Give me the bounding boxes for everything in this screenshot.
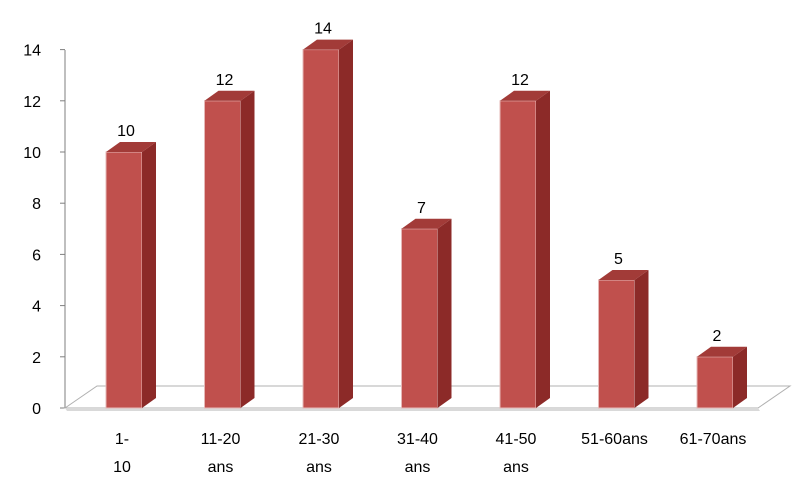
x-tick-label: 41-50	[496, 431, 537, 448]
bar-7	[696, 346, 747, 409]
y-tick-label: 12	[23, 94, 41, 111]
bar-top	[303, 39, 353, 50]
bar-front	[499, 100, 537, 409]
labels-layer: 10 1- 10 12 11-20 ans 14 21-30 ans 7 31-40 ans 12 41-…	[113, 21, 746, 476]
bar-top	[500, 90, 550, 101]
bar-6	[598, 270, 649, 409]
data-label: 12	[216, 72, 234, 89]
bar-side	[339, 39, 353, 408]
data-label: 7	[417, 200, 426, 217]
data-label: 5	[614, 251, 623, 268]
bar-top	[106, 142, 156, 152]
bars-layer	[105, 39, 747, 409]
bar-front	[302, 49, 340, 409]
bar-3	[302, 39, 353, 409]
x-tick-label: 10	[113, 459, 131, 476]
data-label: 2	[713, 328, 722, 345]
x-tick-label: ans	[503, 459, 529, 476]
bar-top	[598, 270, 649, 280]
y-tick-label: 2	[32, 350, 41, 367]
bar-side	[437, 218, 452, 408]
bar-2	[204, 90, 255, 409]
y-tick-label: 6	[32, 247, 41, 264]
bar-front	[598, 279, 635, 409]
bar-side	[634, 270, 649, 408]
bar-side	[536, 90, 550, 409]
axis-layer: 0 2 4 6 8 10 12 14	[23, 43, 66, 418]
bar-side	[240, 90, 255, 409]
x-tick-label: 51-60ans	[581, 431, 648, 448]
bar-4	[401, 218, 452, 409]
bar-front	[105, 151, 143, 409]
x-tick-label: 31-40	[397, 431, 438, 448]
data-label: 14	[314, 21, 332, 38]
bar-front	[204, 100, 241, 409]
bar-front	[401, 228, 438, 409]
y-tick-label: 10	[23, 145, 41, 162]
data-label: 12	[511, 72, 529, 89]
x-tick-label: ans	[306, 459, 332, 476]
floor-edge	[65, 408, 760, 411]
y-tick-label: 0	[32, 401, 41, 418]
bar-top	[697, 346, 747, 357]
x-tick-label: ans	[208, 459, 234, 476]
bar-side	[733, 346, 747, 408]
bar-front	[696, 356, 734, 409]
x-tick-label: 11-20	[201, 431, 241, 448]
x-tick-label: 1-	[115, 431, 129, 448]
x-tick-label: ans	[405, 459, 431, 476]
x-tick-label: 21-30	[299, 431, 340, 448]
data-label: 10	[117, 123, 135, 140]
y-tick-label: 8	[32, 196, 41, 213]
bar-side	[142, 142, 156, 408]
bar-top	[401, 218, 452, 229]
bar-top	[204, 90, 255, 101]
bar-1	[105, 142, 156, 409]
y-tick-label: 14	[23, 43, 41, 60]
y-tick-label: 4	[32, 299, 41, 316]
bar-5	[499, 90, 550, 409]
x-tick-label: 61-70ans	[680, 431, 747, 448]
